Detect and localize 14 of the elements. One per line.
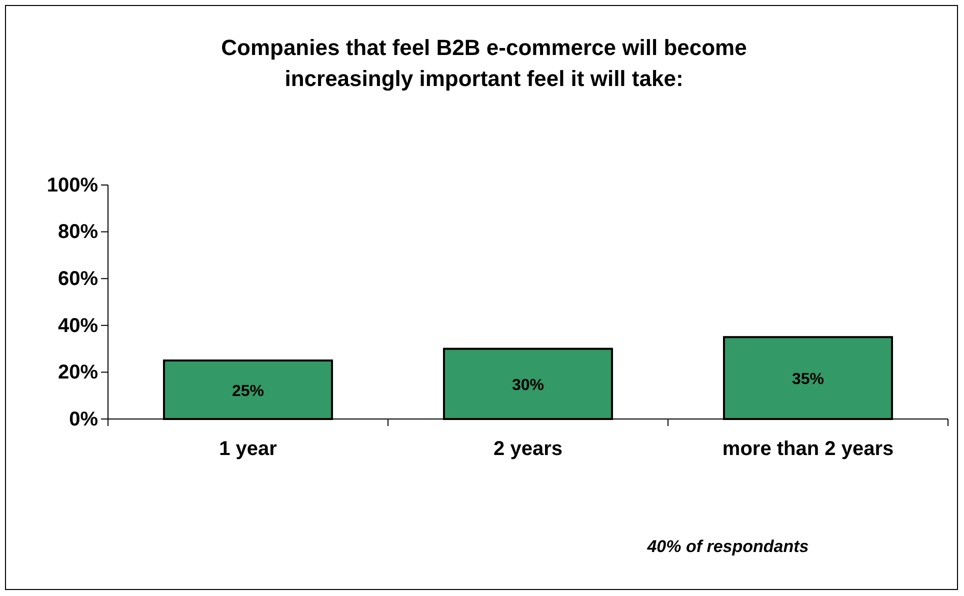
y-tick-label: 20%: [58, 362, 98, 384]
y-tick-label: 80%: [58, 221, 98, 244]
y-tick-label: 40%: [58, 314, 98, 337]
data-label: 35%: [792, 371, 824, 388]
y-tick-label: 100%: [46, 174, 98, 196]
text: 40% of respondants: [646, 537, 809, 556]
x-tick-label: 2 years: [494, 438, 562, 460]
x-tick-label: 1 year: [219, 438, 278, 460]
data-label: 30%: [512, 376, 544, 394]
chart-title: Companies that feel B2B e-commerce will become increasingly important feel it will take:: [221, 35, 747, 91]
x-tick-label: more than 2 years: [722, 438, 894, 460]
y-tick-label: 0%: [69, 408, 98, 430]
data-label: 25%: [232, 382, 264, 400]
y-tick-label: 60%: [58, 268, 98, 290]
